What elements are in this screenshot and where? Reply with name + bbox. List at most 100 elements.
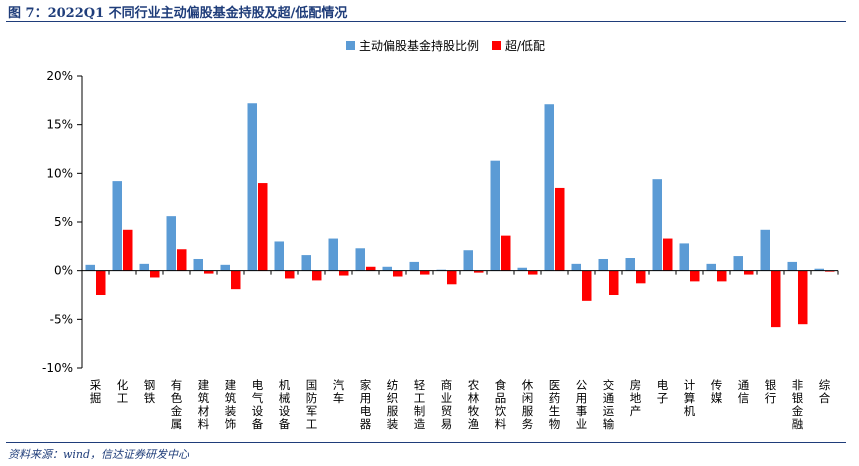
legend-swatch-1 — [346, 41, 355, 50]
over-under-bar-10 — [339, 270, 349, 276]
holding-bar-19 — [571, 263, 581, 271]
over-under-bar-3 — [150, 270, 160, 278]
category-label: 食品饮料 — [495, 378, 507, 431]
category-label: 公用事业 — [576, 378, 588, 431]
holding-bar-23 — [679, 243, 689, 271]
over-under-bar-9 — [312, 270, 322, 281]
category-label: 非银金融 — [792, 378, 804, 431]
holding-bar-13 — [409, 261, 419, 271]
holding-bar-16 — [490, 160, 500, 271]
category-label: 商业贸易 — [441, 378, 453, 431]
over-under-bar-13 — [420, 270, 430, 275]
over-under-bar-23 — [690, 270, 700, 282]
category-label: 交通运输 — [603, 378, 615, 431]
over-under-bar-24 — [717, 270, 727, 282]
over-under-bar-5 — [204, 270, 214, 274]
holding-bar-5 — [193, 258, 203, 271]
y-axis: -10% -5% 0% 5% 10% 15% 20% — [42, 69, 83, 375]
y-tick-label: 20% — [46, 69, 73, 83]
category-label: 轻工制造 — [414, 378, 426, 431]
category-label: 建筑材料 — [198, 378, 210, 431]
category-label: 电子 — [657, 378, 669, 405]
over-under-bar-19 — [582, 270, 592, 301]
holding-bar-18 — [544, 104, 554, 271]
over-under-bar-26 — [771, 270, 781, 328]
legend-label-2: 超/低配 — [505, 38, 545, 53]
over-under-bar-2 — [123, 229, 133, 271]
category-label: 采掘 — [90, 378, 102, 405]
category-label: 机械设备 — [279, 378, 291, 431]
holding-bar-20 — [598, 258, 608, 271]
y-tick-label: -5% — [50, 312, 73, 326]
legend-label-1: 主动偏股基金持股比例 — [359, 38, 479, 53]
over-under-bar-11 — [366, 266, 376, 271]
y-tick-label: 15% — [46, 118, 73, 132]
over-under-bar-6 — [231, 270, 241, 290]
footer-divider — [6, 442, 846, 443]
category-label: 家用电器 — [360, 378, 372, 431]
holding-bar-6 — [220, 264, 230, 271]
category-label: 计算机 — [684, 378, 696, 418]
category-label: 建筑装饰 — [225, 378, 237, 431]
holding-bar-27 — [787, 261, 797, 271]
category-label: 有色金属 — [171, 378, 183, 431]
holding-bar-10 — [328, 238, 338, 271]
holding-bar-21 — [625, 258, 635, 271]
category-label: 综合 — [819, 378, 831, 405]
legend-swatch-2 — [492, 41, 501, 50]
source-note: 资料来源：wind，信达证券研发中心 — [8, 448, 190, 461]
over-under-bar-22 — [663, 238, 673, 271]
over-under-bar-25 — [744, 270, 754, 275]
category-label: 化工 — [117, 378, 129, 405]
category-label: 国防军工 — [306, 378, 318, 431]
title-divider — [6, 21, 846, 22]
holding-bar-4 — [166, 216, 176, 271]
over-under-bar-7 — [258, 183, 268, 271]
category-label: 医药生物 — [549, 378, 561, 431]
category-label: 纺织服装 — [387, 378, 399, 431]
holding-bar-1 — [85, 264, 95, 271]
over-under-bar-1 — [96, 270, 106, 295]
holding-bar-15 — [463, 250, 473, 271]
holding-bar-7 — [247, 103, 257, 271]
holding-bar-28 — [814, 268, 824, 271]
over-under-bar-4 — [177, 249, 187, 271]
over-under-bar-20 — [609, 270, 619, 295]
holding-bar-25 — [733, 256, 743, 271]
category-label: 房地产 — [630, 378, 642, 418]
y-tick-label: 10% — [46, 166, 73, 180]
holding-bar-24 — [706, 263, 716, 271]
over-under-bar-8 — [285, 270, 295, 279]
category-label: 农林牧渔 — [468, 378, 480, 431]
holding-bar-2 — [112, 181, 122, 271]
category-label: 汽车 — [333, 378, 345, 405]
category-label: 电气设备 — [252, 378, 264, 431]
y-tick-label: 5% — [54, 215, 73, 229]
over-under-bar-21 — [636, 270, 646, 284]
holding-bar-22 — [652, 179, 662, 271]
holding-bar-3 — [139, 263, 149, 271]
legend: 主动偏股基金持股比例 超/低配 — [346, 38, 545, 53]
over-under-bar-17 — [528, 270, 538, 275]
bars — [85, 103, 835, 328]
over-under-bar-15 — [474, 270, 484, 273]
category-label: 通信 — [738, 378, 750, 405]
holding-bar-17 — [517, 267, 527, 271]
holding-bar-9 — [301, 255, 311, 271]
holding-bar-26 — [760, 229, 770, 271]
over-under-bar-27 — [798, 270, 808, 325]
over-under-bar-14 — [447, 270, 457, 285]
over-under-bar-18 — [555, 187, 565, 271]
category-label: 银行 — [765, 378, 777, 405]
holding-bar-11 — [355, 248, 365, 271]
category-label: 传媒 — [711, 378, 723, 405]
holding-bar-8 — [274, 241, 284, 271]
category-label: 钢铁 — [144, 378, 156, 405]
over-under-bar-16 — [501, 235, 511, 271]
figure-title: 图 7：2022Q1 不同行业主动偏股基金持股及超/低配情况 — [8, 6, 348, 21]
category-label: 休闲服务 — [522, 378, 534, 431]
holding-bar-12 — [382, 266, 392, 271]
over-under-bar-12 — [393, 270, 403, 277]
